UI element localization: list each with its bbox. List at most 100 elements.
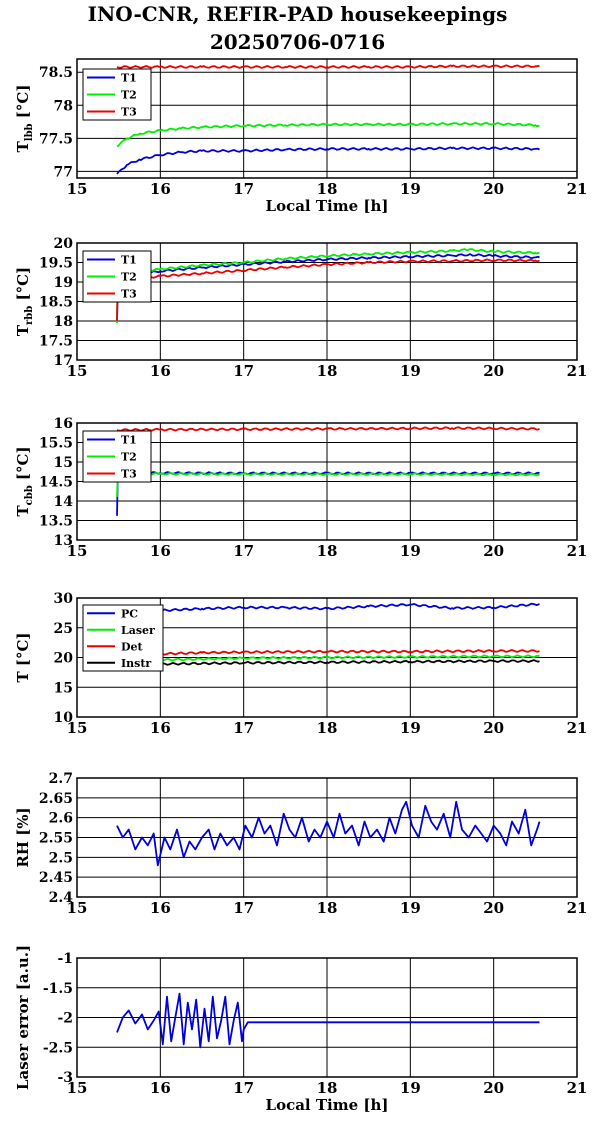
- legend-label: T2: [121, 89, 137, 102]
- x-tick-label: 16: [150, 1079, 171, 1097]
- legend-label: Det: [121, 640, 144, 653]
- series-line-T1: [116, 253, 540, 322]
- legend: T1 T2 T3: [82, 250, 152, 303]
- y-tick-label: 2.45: [39, 870, 73, 886]
- x-axis-label: Local Time [h]: [266, 1096, 389, 1114]
- y-tick-label: 30: [54, 591, 74, 607]
- y-tick-label: -2.5: [43, 1040, 73, 1056]
- y-tick-label: 19: [54, 275, 73, 291]
- x-tick-label: 20: [483, 362, 504, 380]
- legend-box: [82, 604, 164, 672]
- y-tick-label: 18.5: [39, 295, 73, 311]
- y-tick-label: 2.5: [49, 850, 73, 866]
- y-axis-label: RH [%]: [14, 807, 32, 867]
- y-tick-label: 77.5: [39, 131, 73, 147]
- x-tick-label: 19: [400, 1079, 421, 1097]
- x-axis-label: Local Time [h]: [266, 197, 389, 215]
- x-tick-label: 21: [567, 180, 588, 198]
- x-tick-label: 16: [150, 899, 171, 917]
- y-axis-label: Laser error [a.u.]: [14, 945, 32, 1090]
- y-tick-label: 18: [54, 314, 73, 330]
- y-tick-label: 78.5: [39, 65, 73, 81]
- y-tick-label: 17: [54, 353, 73, 369]
- y-tick-label: 2.6: [49, 811, 73, 827]
- legend-label: T2: [121, 451, 137, 464]
- series-line-T1: [116, 471, 540, 516]
- x-tick-label: 16: [150, 362, 171, 380]
- y-tick-label: -1: [57, 951, 73, 967]
- x-tick-label: 18: [317, 899, 338, 917]
- y-axis-label: Tcbb [°C]: [14, 446, 35, 516]
- y-tick-label: 19.5: [39, 256, 73, 272]
- y-tick-label: 78: [54, 98, 73, 114]
- series-line-T2: [116, 248, 540, 324]
- y-tick-label: 15.5: [39, 436, 73, 452]
- x-tick-label: 18: [317, 719, 338, 737]
- series-line-T1: [116, 146, 540, 175]
- legend-label: Instr: [121, 657, 151, 670]
- y-tick-label: -2: [57, 1011, 73, 1027]
- y-axis-label: Tlbb [°C]: [14, 85, 35, 153]
- legend-label: PC: [121, 607, 138, 620]
- y-tick-label: 2.65: [39, 791, 73, 807]
- y-tick-label: 13.5: [39, 514, 73, 530]
- chart-title-line2: 20250706-0716: [209, 30, 386, 54]
- chart-panel-3: 15 16 17 18 19 20 21 13 13.5 14 14.5 15 15.5 16 Tcbb […: [14, 416, 587, 560]
- legend-label: Laser: [121, 624, 155, 637]
- x-tick-label: 19: [400, 719, 421, 737]
- x-tick-label: 20: [483, 719, 504, 737]
- y-tick-label: 14: [54, 494, 74, 510]
- x-tick-label: 20: [483, 542, 504, 560]
- plot-frame: [76, 957, 578, 1078]
- x-tick-label: 15: [67, 362, 88, 380]
- y-tick-label: 15: [54, 680, 73, 696]
- x-tick-label: 15: [67, 1079, 88, 1097]
- series-line-Laser: [116, 654, 540, 663]
- x-tick-label: 16: [150, 542, 171, 560]
- y-axis-label: T [°C]: [14, 632, 32, 682]
- y-tick-label: 16: [54, 416, 73, 432]
- x-tick-label: 18: [317, 1079, 338, 1097]
- legend-label: T3: [121, 468, 137, 481]
- chart-panel-2: 15 16 17 18 19 20 21 17 17.5 18 18.5 19 19.5 20 Trbb […: [14, 236, 587, 380]
- chart-panel-5: 15 16 17 18 19 20 21 2.4 2.45 2.5 2.55 2.6 2.65 2.7 RH…: [14, 771, 587, 917]
- y-tick-label: 20: [54, 651, 74, 667]
- x-tick-label: 17: [233, 1079, 254, 1097]
- x-tick-label: 18: [317, 180, 338, 198]
- plot-frame: [76, 597, 578, 718]
- y-tick-label: 25: [54, 621, 73, 637]
- legend-label: T1: [121, 434, 137, 447]
- x-tick-label: 20: [483, 899, 504, 917]
- y-tick-label: -1.5: [43, 981, 73, 997]
- x-tick-label: 21: [567, 542, 588, 560]
- x-tick-label: 21: [567, 1079, 588, 1097]
- legend-label: T2: [121, 271, 137, 284]
- legend: T1 T2 T3: [82, 68, 152, 121]
- series-line-T2: [116, 121, 540, 148]
- x-tick-label: 21: [567, 362, 588, 380]
- plot-frame: [76, 242, 578, 361]
- x-tick-label: 19: [400, 899, 421, 917]
- x-tick-label: 20: [483, 180, 504, 198]
- x-tick-label: 15: [67, 542, 88, 560]
- legend-label: T1: [121, 254, 137, 267]
- y-tick-label: 17.5: [39, 334, 73, 350]
- x-tick-label: 17: [233, 899, 254, 917]
- y-tick-label: 2.55: [39, 831, 73, 847]
- plot-frame: [76, 777, 578, 898]
- series-line-data: [116, 800, 541, 867]
- y-tick-label: -3: [57, 1070, 73, 1086]
- x-tick-label: 20: [483, 1079, 504, 1097]
- x-tick-label: 15: [67, 180, 88, 198]
- y-axis-label: Trbb [°C]: [14, 267, 35, 336]
- y-tick-label: 13: [54, 533, 73, 549]
- x-tick-label: 18: [317, 362, 338, 380]
- y-tick-label: 2.7: [49, 771, 73, 787]
- x-tick-label: 18: [317, 542, 338, 560]
- legend: T1 T2 T3: [82, 430, 152, 483]
- series-line-T3: [116, 64, 540, 69]
- legend-label: T3: [121, 106, 137, 119]
- y-tick-label: 14.5: [39, 475, 73, 491]
